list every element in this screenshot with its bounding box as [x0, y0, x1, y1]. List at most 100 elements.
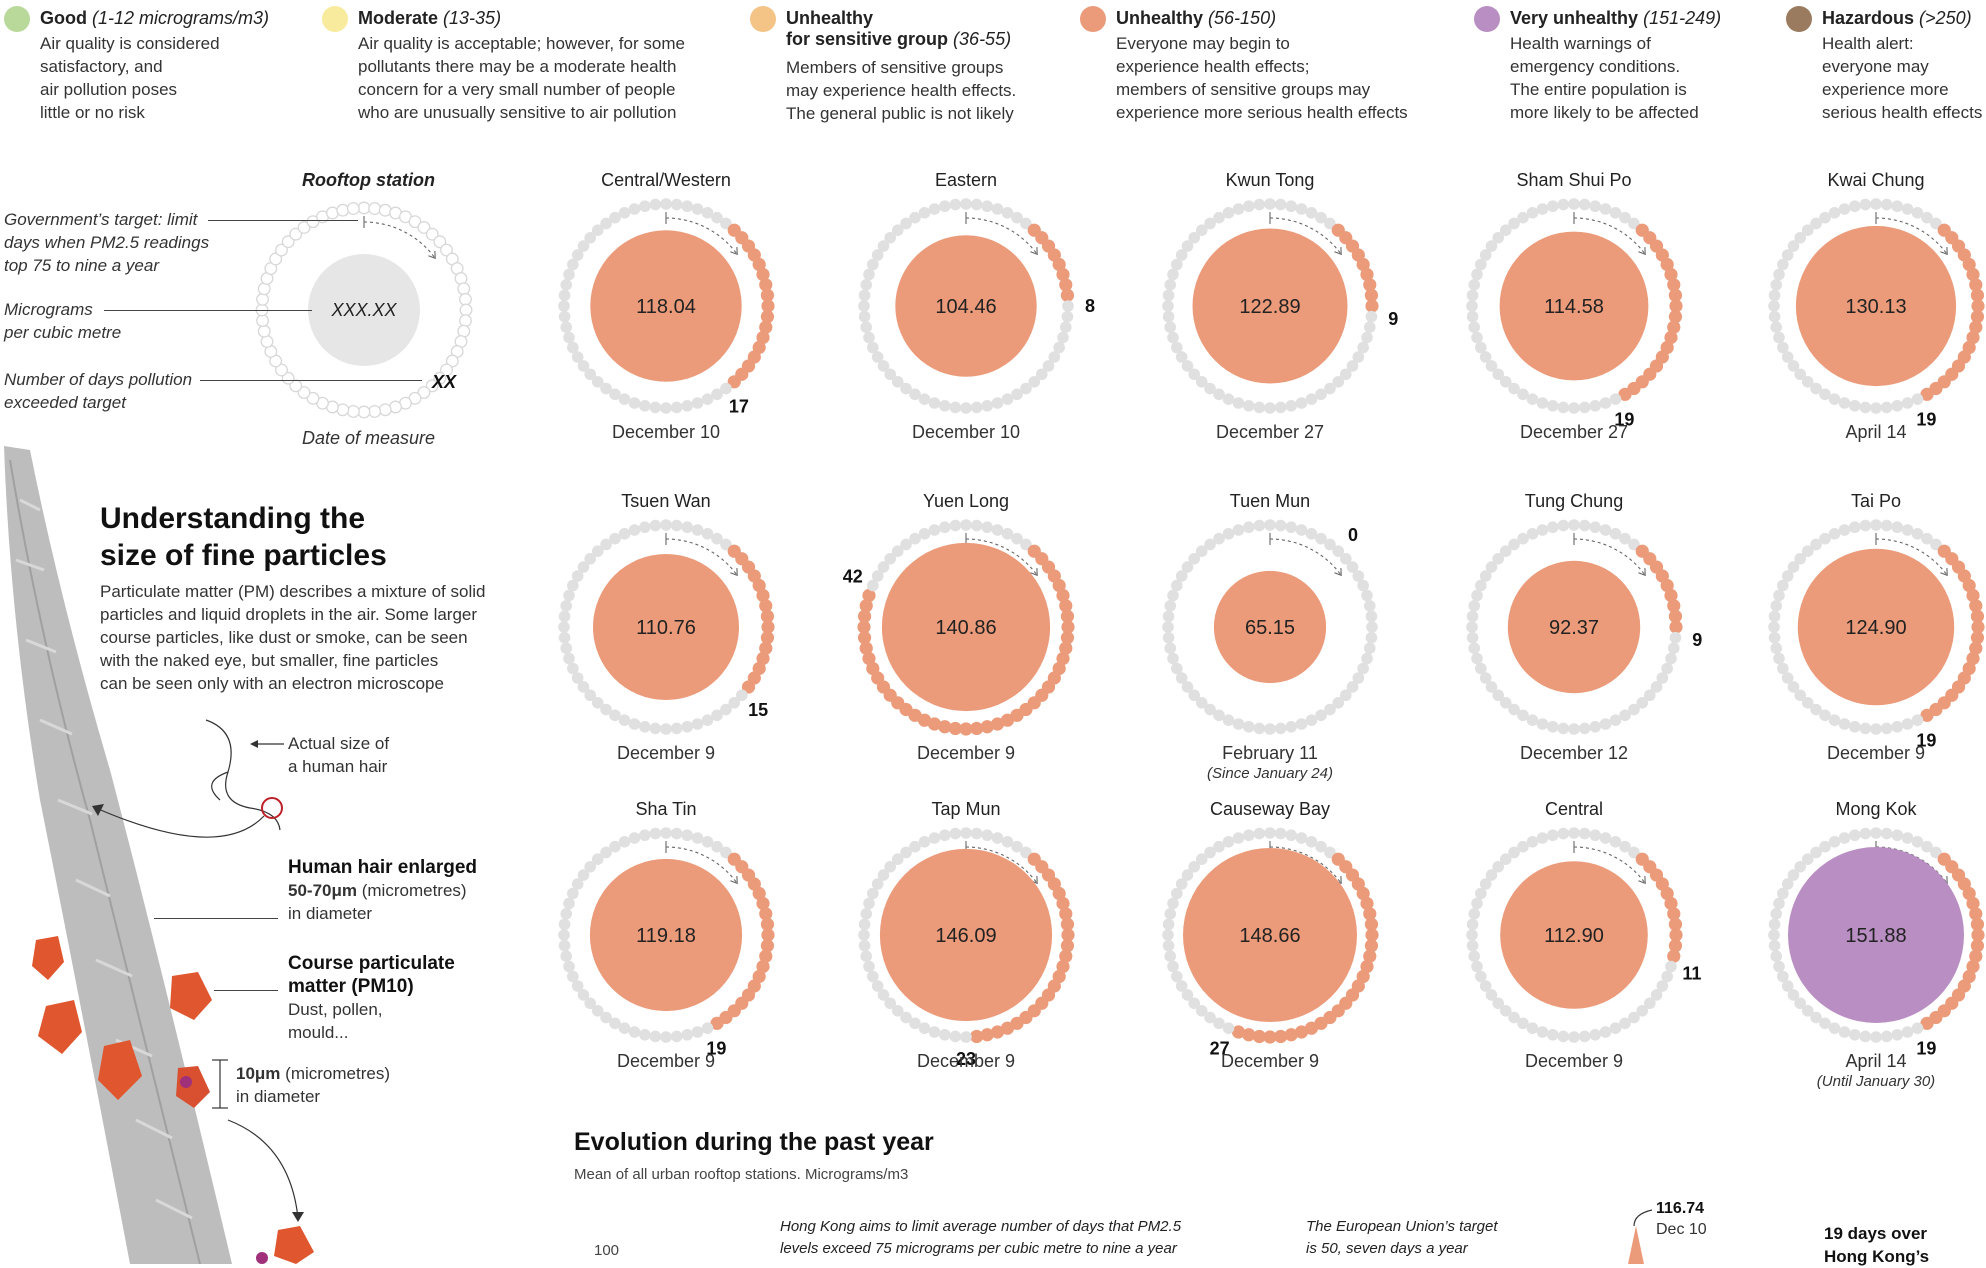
- ring-dot: [1557, 1030, 1570, 1043]
- ring-dot: [1773, 331, 1785, 344]
- ring-dot: [600, 703, 612, 716]
- pm-arrow-down: [227, 1119, 304, 1222]
- ring-dot: [1777, 662, 1789, 675]
- ring-dot: [628, 397, 641, 409]
- ring-dot: [1468, 642, 1481, 655]
- pm25-value: 114.58: [1544, 296, 1604, 318]
- ring-dot: [1838, 397, 1851, 409]
- ring-dot: [1773, 268, 1785, 281]
- ring-dot: [1859, 519, 1872, 532]
- ring-dot: [1546, 399, 1559, 412]
- measure-date: December 9: [916, 1051, 1016, 1071]
- ring-dot: [681, 521, 694, 534]
- ring-dot: [1324, 382, 1336, 395]
- ring-dot: [577, 681, 590, 693]
- ring-dot: [1162, 610, 1175, 623]
- ring-dot: [1167, 652, 1179, 665]
- ring-dot: [628, 524, 641, 536]
- ring-dot: [681, 200, 694, 213]
- ring-dot: [1332, 697, 1345, 709]
- ring-dot: [1195, 224, 1208, 236]
- station-name: Sha Tin: [635, 799, 697, 819]
- ring-dot: [891, 545, 904, 557]
- ring-dot: [871, 878, 884, 890]
- pm25-value: 124.90: [1845, 617, 1906, 639]
- ring-dot: [1838, 718, 1851, 730]
- station-card: Tuen Mun 65.15 0 February 11 (Since January …: [1150, 491, 1390, 791]
- exceed-day-dot: [1970, 310, 1985, 324]
- exceed-day-dot: [1356, 257, 1370, 272]
- target-arc: [965, 538, 1038, 576]
- ring-dot: [1930, 846, 1942, 859]
- ring-dot: [1471, 897, 1483, 910]
- ring-dot: [691, 718, 704, 730]
- exceed-day-dot: [1668, 288, 1683, 302]
- ring-dot: [1644, 689, 1656, 702]
- exceed-day-dot: [1263, 1030, 1277, 1044]
- ring-dot: [670, 519, 683, 532]
- ring-dot: [1195, 545, 1208, 557]
- evolution-title: Evolution during the past year: [574, 1128, 934, 1156]
- ring-dot: [1636, 1005, 1649, 1017]
- station-ring: 124.90 19: [1768, 519, 1985, 750]
- target-arc: [665, 538, 738, 576]
- ring-dot: [1242, 829, 1255, 842]
- pm25-value-circle: [1213, 570, 1327, 684]
- ring-dot: [558, 610, 571, 623]
- ring-dot: [1650, 989, 1663, 1001]
- ring-dot: [871, 980, 884, 992]
- target-arc: [665, 217, 738, 255]
- ring-dot: [681, 1028, 694, 1041]
- ring-dot: [1242, 521, 1255, 534]
- ring-dot: [1781, 980, 1794, 992]
- ring-dot: [1526, 1022, 1539, 1034]
- ring-dot: [378, 403, 392, 417]
- ring-dot: [681, 720, 694, 733]
- ring-dot: [1365, 631, 1378, 644]
- ring-dot: [1232, 832, 1245, 844]
- key-label-micrograms: Micrograms per cubic metre: [4, 300, 122, 342]
- ring-dot: [1061, 310, 1074, 323]
- exceed-day-dot: [1966, 330, 1980, 345]
- exceed-day-dot: [1059, 599, 1073, 613]
- legend-title: Unhealthy (56-150): [1116, 8, 1277, 28]
- ring-dot: [1340, 689, 1352, 702]
- ring-dot: [567, 662, 579, 675]
- ring-dot: [970, 519, 983, 532]
- exceed-day-dot: [1365, 928, 1379, 942]
- target-arrow: [1334, 568, 1342, 577]
- pm25-value-circle: [589, 858, 743, 1012]
- ring-dot: [1619, 532, 1631, 545]
- ring-dot: [1508, 217, 1520, 230]
- ring-dot: [1499, 545, 1512, 557]
- station-ring: 119.18 19: [558, 827, 775, 1058]
- ring-dot: [1526, 393, 1539, 405]
- exceed-day-dot: [1970, 939, 1985, 953]
- station-card: Eastern 104.46 8 December 10: [846, 170, 1095, 470]
- ring-dot: [1773, 897, 1785, 910]
- ring-dot: [584, 231, 596, 244]
- ring-dot: [1204, 1011, 1216, 1024]
- ring-dot: [1781, 351, 1794, 363]
- exceed-day-dot: [1969, 599, 1983, 613]
- ring-dot: [1859, 1030, 1872, 1043]
- exceed-day-dot: [1970, 288, 1985, 302]
- ring-dot: [1162, 289, 1175, 302]
- ring-dot: [660, 198, 672, 210]
- ring-dot: [618, 1022, 631, 1034]
- exceed-day-dot: [710, 1016, 724, 1030]
- ring-dot: [1499, 853, 1512, 865]
- legend-swatch: [1474, 6, 1500, 32]
- target-arrow: [1638, 568, 1646, 577]
- ring-dot: [567, 579, 579, 592]
- ring-dot: [670, 722, 683, 735]
- pm25-value-circle: [593, 554, 739, 700]
- ring-dot: [1222, 207, 1235, 219]
- ring-dot: [1768, 289, 1781, 302]
- ring-dot: [408, 215, 422, 229]
- exceed-day-dot: [1304, 1021, 1319, 1035]
- ring-dot: [1020, 382, 1032, 395]
- ring-dot: [1870, 198, 1882, 210]
- ring-dot: [1859, 722, 1872, 735]
- exceed-day-dot: [761, 620, 775, 634]
